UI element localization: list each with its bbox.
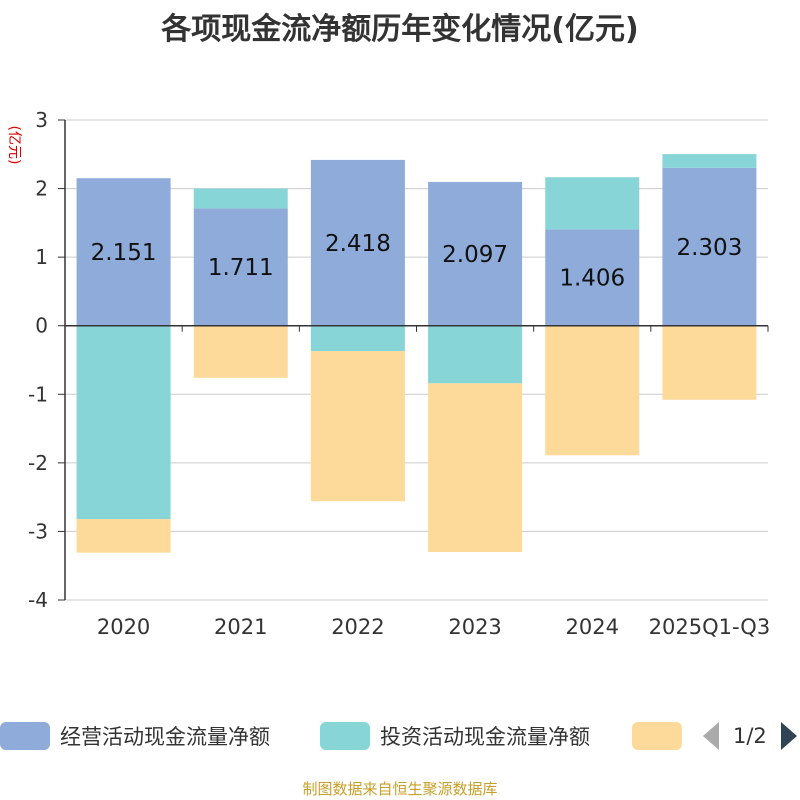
y-tick-label: 0 — [35, 314, 48, 338]
bar-2024-series-0 — [545, 229, 640, 326]
data-label-2025Q1-Q3: 2.303 — [676, 235, 742, 261]
next-page-icon[interactable] — [780, 722, 797, 750]
legend-swatch-investing — [320, 722, 370, 750]
bar-2020-series-2 — [76, 519, 171, 553]
data-source-note: 制图数据来自恒生聚源数据库 — [302, 780, 498, 798]
prev-page-icon[interactable] — [703, 722, 719, 750]
x-tick-label-2025Q1-Q3: 2025Q1-Q3 — [649, 615, 771, 639]
legend-pager: 1/2 — [703, 716, 797, 756]
x-tick-label-2023: 2023 — [448, 615, 501, 639]
bar-2022-series-1 — [310, 325, 405, 352]
data-labels: 2.151 1.711 2.418 2.097 1.406 2.303 — [91, 231, 743, 292]
bar-2024-series-1 — [545, 177, 640, 230]
legend-item-financing[interactable] — [632, 716, 682, 756]
y-tick-label: 1 — [35, 245, 48, 269]
y-tick-label: -4 — [28, 588, 48, 612]
bar-2021-series-0 — [193, 208, 288, 326]
y-tick-label: -2 — [28, 451, 48, 475]
x-tick-label-2024: 2024 — [566, 615, 619, 639]
data-label-2024: 1.406 — [559, 266, 625, 292]
bar-2021-series-2 — [193, 325, 288, 378]
axes: 3 2 1 0 -1 -2 -3 -4 2020 2021 2022 2023 2024 2025Q1-Q… — [28, 108, 770, 639]
legend-label-operating: 经营活动现金流量净额 — [60, 725, 270, 749]
data-label-2020: 2.151 — [91, 240, 157, 266]
bar-2023-series-2 — [428, 383, 523, 552]
data-label-2022: 2.418 — [325, 231, 391, 257]
x-tick-label-2022: 2022 — [331, 615, 384, 639]
y-axis-label: (亿元) — [6, 126, 22, 165]
legend-label-investing: 投资活动现金流量净额 — [380, 725, 590, 749]
bar-2022-series-2 — [310, 351, 405, 502]
legend-swatch-operating — [0, 722, 50, 750]
bar-2023-series-0 — [428, 181, 523, 326]
x-tick-label-2020: 2020 — [97, 615, 150, 639]
legend-swatch-financing — [632, 722, 682, 750]
y-tick-label: -1 — [28, 382, 48, 406]
chart-title: 各项现金流净额历年变化情况(亿元) — [161, 12, 639, 47]
data-label-2021: 1.711 — [208, 255, 274, 281]
bar-2020-series-1 — [76, 325, 171, 520]
legend-item-investing[interactable]: 投资活动现金流量净额 — [320, 716, 590, 756]
legend-item-operating[interactable]: 经营活动现金流量净额 — [0, 716, 270, 756]
bar-2020-series-0 — [76, 178, 171, 326]
y-tick-label: 3 — [35, 108, 48, 132]
legend-page-indicator: 1/2 — [733, 724, 767, 748]
chart-plot: (亿元) 3 2 1 0 -1 -2 -3 -4 2020 2021 2022 2023 2024 202… — [6, 108, 770, 639]
bar-2022-series-0 — [310, 159, 405, 326]
bar-2024-series-2 — [545, 325, 640, 456]
bar-2021-series-1 — [193, 188, 288, 209]
data-label-2023: 2.097 — [442, 242, 508, 268]
bars — [76, 154, 757, 553]
y-tick-label: 2 — [35, 177, 48, 201]
legend: 经营活动现金流量净额 投资活动现金流量净额 — [0, 716, 800, 756]
bar-2025Q1-Q3-series-1 — [662, 154, 757, 168]
x-tick-label-2021: 2021 — [214, 615, 267, 639]
bar-2025Q1-Q3-series-2 — [662, 325, 757, 400]
bar-2023-series-1 — [428, 325, 523, 384]
bar-2025Q1-Q3-series-0 — [662, 167, 757, 326]
y-tick-label: -3 — [28, 519, 48, 543]
